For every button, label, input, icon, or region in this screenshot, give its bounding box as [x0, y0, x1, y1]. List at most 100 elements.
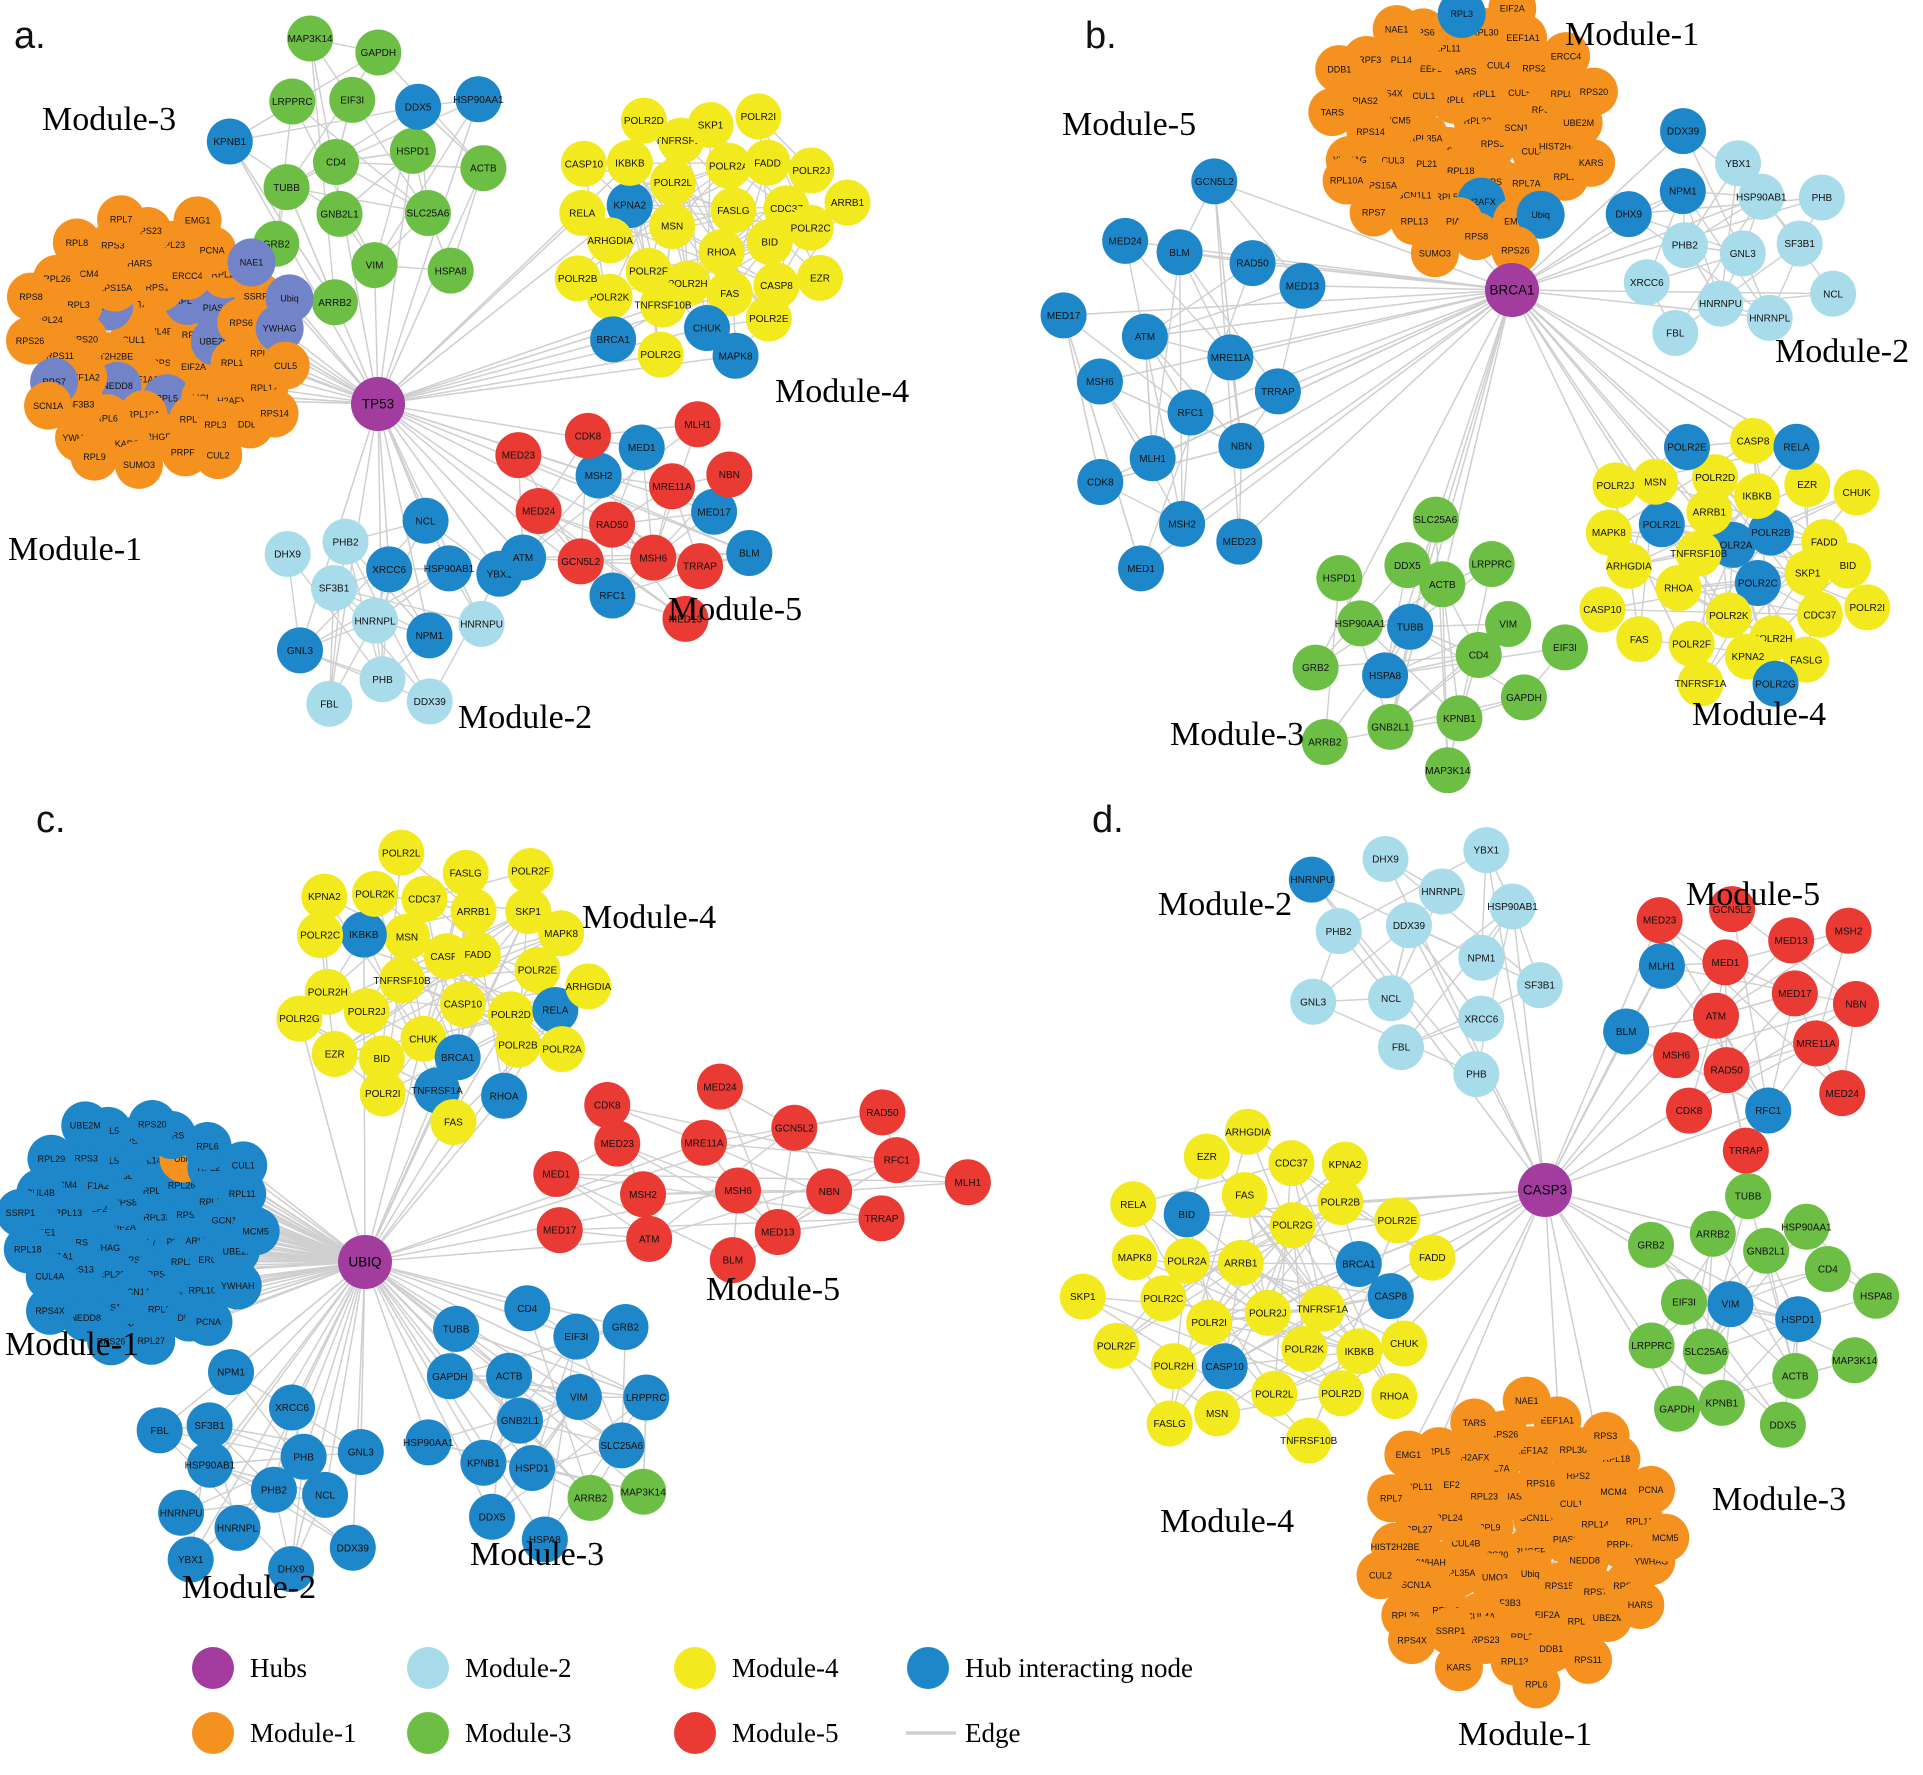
- node-circle[interactable]: [1697, 280, 1744, 327]
- node-circle[interactable]: [1702, 939, 1749, 986]
- node-circle[interactable]: [1356, 1551, 1405, 1600]
- network-node[interactable]: GAPDH: [426, 1353, 473, 1400]
- node-circle[interactable]: [194, 431, 243, 480]
- node-circle[interactable]: [469, 1493, 516, 1540]
- hub-node[interactable]: BRCA1: [1485, 263, 1539, 317]
- network-node[interactable]: RPS26: [87, 1317, 136, 1366]
- node-circle[interactable]: [439, 981, 486, 1028]
- node-circle[interactable]: [1140, 1275, 1187, 1322]
- network-node[interactable]: RPS8: [1452, 212, 1501, 261]
- network-node[interactable]: SUMO3: [1410, 229, 1459, 278]
- network-node[interactable]: IKBKB: [606, 139, 653, 186]
- network-node[interactable]: MAP3K14: [1424, 747, 1471, 794]
- node-circle[interactable]: [1831, 1337, 1878, 1384]
- network-node[interactable]: DDX5: [395, 83, 442, 130]
- node-circle[interactable]: [1844, 584, 1891, 631]
- node-circle[interactable]: [1301, 718, 1348, 765]
- network-node[interactable]: TNFRSF10B: [373, 957, 431, 1004]
- node-circle[interactable]: [1747, 509, 1794, 556]
- network-node[interactable]: GCN5L2: [557, 538, 604, 585]
- network-node[interactable]: GRB2: [602, 1304, 649, 1351]
- node-circle[interactable]: [712, 332, 759, 379]
- network-node[interactable]: GAPDH: [355, 29, 402, 76]
- node-circle[interactable]: [1626, 1465, 1675, 1514]
- network-node[interactable]: YBX1: [1715, 140, 1762, 187]
- network-node[interactable]: POLR2I: [735, 93, 782, 140]
- network-node[interactable]: HSPD1: [1775, 1296, 1822, 1343]
- network-node[interactable]: SF3B1: [186, 1402, 233, 1449]
- node-circle[interactable]: [1336, 1328, 1383, 1375]
- node-circle[interactable]: [433, 1305, 480, 1352]
- network-node[interactable]: POLR2I: [1186, 1299, 1233, 1346]
- network-node[interactable]: POLR2B: [1747, 509, 1794, 556]
- node-circle[interactable]: [1502, 1376, 1551, 1425]
- node-circle[interactable]: [1707, 1281, 1754, 1328]
- node-circle[interactable]: [52, 218, 101, 267]
- node-circle[interactable]: [1489, 883, 1536, 930]
- node-circle[interactable]: [1698, 1379, 1745, 1426]
- network-node[interactable]: GNB2L1: [497, 1397, 544, 1444]
- node-circle[interactable]: [404, 190, 451, 237]
- network-node[interactable]: ARRB1: [450, 888, 497, 935]
- node-circle[interactable]: [227, 238, 276, 287]
- network-node[interactable]: GCN5L2: [1709, 886, 1756, 933]
- node-circle[interactable]: [1455, 631, 1502, 678]
- network-node[interactable]: MRE11A: [680, 1119, 727, 1166]
- network-node[interactable]: GNL3: [276, 627, 323, 674]
- node-circle[interactable]: [1156, 229, 1203, 276]
- network-node[interactable]: VIM: [1485, 600, 1532, 647]
- node-circle[interactable]: [1734, 559, 1781, 606]
- node-circle[interactable]: [1638, 501, 1685, 548]
- node-circle[interactable]: [1628, 1322, 1675, 1369]
- network-node[interactable]: ARHGDIA: [1605, 542, 1652, 589]
- node-circle[interactable]: [1362, 652, 1409, 699]
- node-circle[interactable]: [824, 179, 871, 226]
- node-circle[interactable]: [754, 1208, 801, 1255]
- network-node[interactable]: ERCC4: [1542, 32, 1591, 81]
- node-circle[interactable]: [710, 187, 757, 234]
- node-circle[interactable]: [402, 497, 449, 544]
- node-circle[interactable]: [1605, 191, 1652, 238]
- node-circle[interactable]: [726, 530, 773, 577]
- node-circle[interactable]: [1636, 897, 1683, 944]
- node-circle[interactable]: [1798, 174, 1845, 221]
- network-node[interactable]: RHOA: [481, 1072, 528, 1119]
- node-circle[interactable]: [1110, 1181, 1157, 1228]
- network-node[interactable]: MED13: [754, 1208, 801, 1255]
- network-node[interactable]: MSH6: [1653, 1032, 1700, 1079]
- network-node[interactable]: LRPPRC: [269, 78, 316, 125]
- node-circle[interactable]: [1453, 1051, 1500, 1098]
- node-circle[interactable]: [1709, 886, 1756, 933]
- node-circle[interactable]: [1374, 1197, 1421, 1244]
- network-node[interactable]: SKP1: [505, 888, 552, 935]
- node-circle[interactable]: [351, 242, 398, 289]
- network-node[interactable]: RPS26: [5, 316, 54, 365]
- node-circle[interactable]: [509, 1445, 556, 1492]
- node-circle[interactable]: [458, 600, 505, 647]
- node-circle[interactable]: [481, 1072, 528, 1119]
- node-circle[interactable]: [536, 1207, 583, 1254]
- network-node[interactable]: DHX9: [1362, 836, 1409, 883]
- node-circle[interactable]: [623, 1374, 670, 1421]
- network-node[interactable]: BRCA1: [1335, 1241, 1382, 1288]
- node-circle[interactable]: [269, 1384, 316, 1431]
- network-node[interactable]: BID: [358, 1035, 405, 1082]
- node-circle[interactable]: [1121, 313, 1168, 360]
- network-node[interactable]: NPM1: [208, 1349, 255, 1396]
- node-circle[interactable]: [1632, 458, 1679, 505]
- network-node[interactable]: FASLG: [442, 849, 489, 896]
- network-node[interactable]: IKBKB: [340, 911, 387, 958]
- node-circle[interactable]: [1367, 703, 1414, 750]
- network-node[interactable]: KPNA2: [1321, 1141, 1368, 1188]
- node-circle[interactable]: [219, 1141, 268, 1190]
- network-node[interactable]: DDX39: [1660, 108, 1707, 155]
- network-node[interactable]: HSPA8: [1362, 652, 1409, 699]
- node-circle[interactable]: [515, 487, 562, 534]
- network-node[interactable]: XRCC6: [269, 1384, 316, 1431]
- network-node[interactable]: POLR2A: [539, 1026, 586, 1073]
- network-node[interactable]: POLR2G: [276, 995, 323, 1042]
- network-node[interactable]: GRB2: [1628, 1221, 1675, 1268]
- node-circle[interactable]: [1424, 747, 1471, 794]
- node-circle[interactable]: [1655, 565, 1702, 612]
- network-node[interactable]: RELA: [1110, 1181, 1157, 1228]
